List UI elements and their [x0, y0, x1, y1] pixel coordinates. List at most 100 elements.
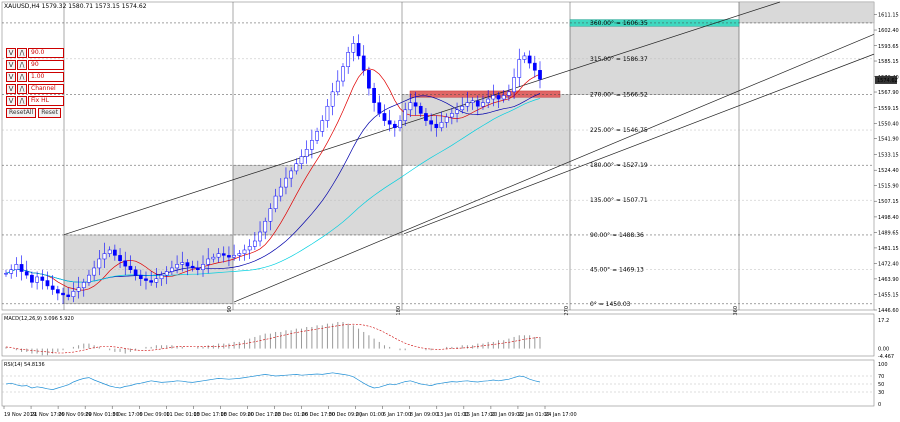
time-tick-label: 30 Dec 09:00: [329, 412, 363, 418]
candle-body: [434, 123, 439, 129]
increase-button[interactable]: /\: [17, 48, 27, 58]
increase-button[interactable]: /\: [17, 72, 27, 82]
candle-body: [268, 208, 273, 222]
candle-body: [532, 62, 537, 71]
rsi-line: [5, 372, 541, 390]
channel-line: [403, 53, 875, 235]
control-row: V /\ 90: [6, 60, 64, 70]
candle-body: [496, 95, 501, 100]
candle-body: [382, 113, 387, 121]
candle-body: [128, 265, 133, 270]
time-tick-label: 24 Jan 17:00: [545, 412, 577, 418]
candle-body: [159, 274, 164, 279]
time-tick-label: 6 Dec 09:00: [139, 412, 169, 418]
time-tick-label: 15 Jan 17:00: [464, 412, 496, 418]
candle-body: [335, 80, 340, 93]
increase-button[interactable]: /\: [17, 96, 27, 106]
candle-body: [175, 264, 179, 269]
candle-body: [170, 267, 174, 272]
time-tick-label: 13 Jan 01:00: [437, 412, 469, 418]
control-row: V /\ Channel: [6, 84, 64, 94]
candle-body: [392, 123, 397, 129]
candle-body: [289, 170, 293, 179]
time-tick-label: 22 Jan 01:00: [518, 412, 550, 418]
reset-all-button[interactable]: ResetAll: [6, 108, 37, 118]
candle-body: [206, 258, 211, 265]
level-lines: 360.00° = 1606.35 315.00° = 1586.37 270.00…: [2, 19, 874, 308]
cycle-label: 180: [396, 306, 402, 316]
decrease-button[interactable]: V: [6, 72, 16, 82]
price-axis: 1611.151602.401593.651585.151576.401567.…: [874, 12, 899, 314]
candle-body: [465, 102, 470, 107]
cycle-label: 270: [564, 306, 570, 316]
price-tick-label: 1541.90: [878, 137, 899, 143]
increase-button[interactable]: /\: [17, 84, 27, 94]
decrease-button[interactable]: V: [6, 60, 16, 70]
candle-body: [320, 120, 325, 132]
candle-body: [486, 98, 491, 103]
time-tick-label: 6 Jan 17:00: [383, 412, 411, 418]
candle-body: [113, 249, 117, 256]
time-tick-label: 26 Dec 17:00: [302, 412, 336, 418]
level-label: 135.00° = 1507.71: [590, 197, 648, 204]
price-tick-label: 1593.65: [878, 44, 899, 50]
time-tick-label: 18 Dec 09:00: [220, 412, 254, 418]
candle-body: [278, 186, 283, 197]
reset-button[interactable]: Reset: [38, 108, 61, 118]
candle-body: [310, 140, 314, 150]
candle-body: [133, 269, 138, 276]
control-row: V /\ Fix HL: [6, 96, 64, 106]
decrease-button[interactable]: V: [6, 48, 16, 58]
candle-body: [398, 120, 402, 129]
candle-body: [185, 262, 190, 267]
time-tick-label: 11 Dec 01:00: [166, 412, 200, 418]
decrease-button[interactable]: V: [6, 96, 16, 106]
candle-body: [356, 43, 361, 57]
candle-body: [4, 273, 8, 275]
candle-body: [284, 177, 288, 188]
candle-body: [372, 88, 376, 103]
scale-field[interactable]: 1.00: [28, 72, 64, 82]
decrease-button[interactable]: V: [6, 84, 16, 94]
price-tick-label: 1585.15: [878, 59, 899, 65]
increase-button[interactable]: /\: [17, 60, 27, 70]
candle-body: [304, 149, 309, 157]
rsi-label: RSI(14) 54.8136: [4, 362, 45, 368]
time-tick-label: 13 Dec 17:00: [193, 412, 227, 418]
candle-body: [237, 253, 242, 256]
level-label: 360.00° = 1606.35: [590, 20, 648, 27]
price-tick-label: 1446.60: [878, 308, 899, 314]
candle-body: [232, 255, 236, 258]
candle-body: [351, 43, 356, 53]
cycle-label: 360: [733, 306, 739, 316]
angle-field[interactable]: 90.0: [28, 48, 64, 58]
anchor-field[interactable]: Fix HL: [28, 96, 64, 106]
price-tick-label: 1524.40: [878, 168, 899, 174]
candle-body: [501, 95, 506, 100]
main-border: [1, 1, 875, 311]
candle-body: [429, 120, 433, 125]
candle-body: [538, 70, 542, 80]
level-label: 315.00° = 1586.37: [590, 56, 648, 63]
period-field[interactable]: 90: [28, 60, 64, 70]
candle-body: [341, 66, 345, 82]
channel-line: [63, 1, 781, 236]
symbol-header: XAUUSD,H4 1579.32 1580.71 1573.15 1574.6…: [4, 3, 147, 10]
mode-field[interactable]: Channel: [28, 84, 64, 94]
price-tick-label: 1472.40: [878, 262, 899, 268]
candle-body: [361, 55, 366, 71]
candle-body: [470, 100, 475, 103]
candle-body: [138, 274, 143, 279]
candle-body: [424, 113, 428, 121]
price-tick-label: 1498.40: [878, 215, 899, 221]
candle-body: [9, 269, 14, 274]
candle-body: [330, 91, 335, 107]
candle-body: [522, 55, 527, 60]
time-tick-label: 20 Jan 09:00: [491, 412, 523, 418]
regression-channel: [63, 1, 875, 303]
candle-body: [211, 256, 216, 260]
candle-body: [180, 262, 185, 265]
macd-tick-label: 0.00: [878, 347, 889, 353]
candle-body: [450, 113, 454, 118]
